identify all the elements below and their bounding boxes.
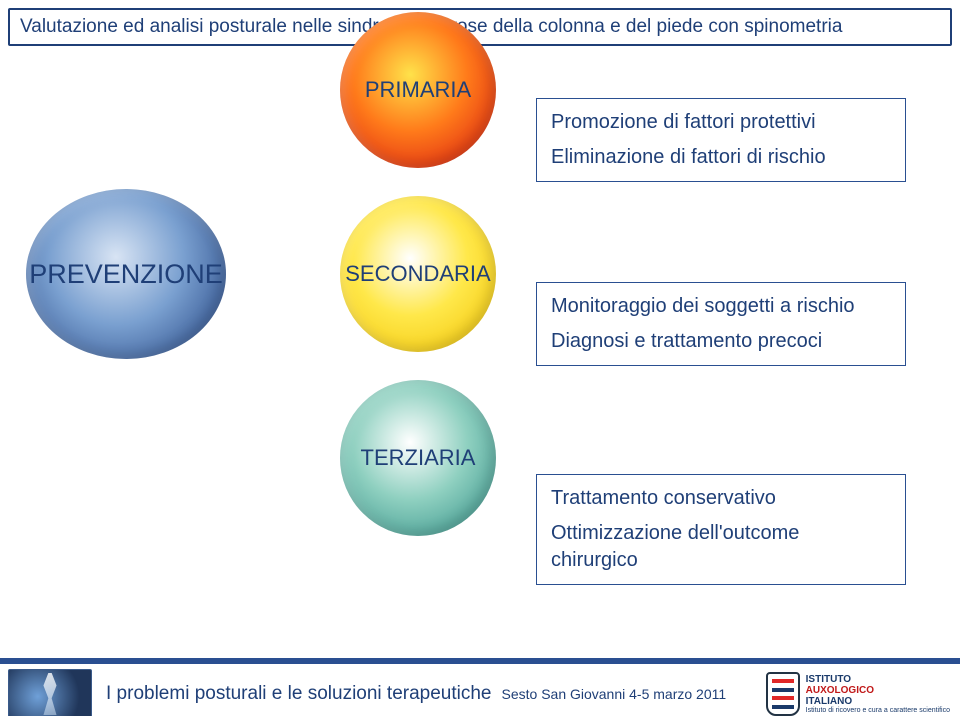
footer-divider: [0, 658, 960, 664]
circle-terziaria: TERZIARIA: [340, 380, 496, 536]
logo-line2: AUXOLOGICO: [806, 685, 950, 696]
logo-mark-icon: [766, 672, 800, 716]
logo-line3: ITALIANO: [806, 696, 950, 707]
prevenzione-label: PREVENZIONE: [29, 259, 223, 290]
box-primaria: Promozione di fattori protettivi Elimina…: [536, 98, 906, 182]
title-bar: Valutazione ed analisi posturale nelle s…: [8, 8, 952, 46]
box-primaria-line1: Promozione di fattori protettivi: [551, 109, 891, 136]
box-terziaria-line1: Trattamento conservativo: [551, 485, 891, 512]
prevenzione-label-wrap: PREVENZIONE: [26, 189, 226, 359]
footer-content: I problemi posturali e le soluzioni tera…: [0, 666, 960, 716]
box-secondaria-line1: Monitoraggio dei soggetti a rischio: [551, 293, 891, 320]
logo-line1: ISTITUTO: [806, 674, 950, 685]
circle-terziaria-label: TERZIARIA: [361, 445, 476, 471]
box-secondaria-line2: Diagnosi e trattamento precoci: [551, 328, 891, 355]
circle-primaria-label: PRIMARIA: [365, 77, 471, 103]
diagram-area: PRIMARIA Promozione di fattori protettiv…: [0, 66, 960, 658]
box-primaria-line2: Eliminazione di fattori di rischio: [551, 144, 891, 171]
box-terziaria: Trattamento conservativo Ottimizzazione …: [536, 474, 906, 585]
footer-subtitle: Sesto San Giovanni 4-5 marzo 2011: [502, 686, 727, 702]
footer-logo: ISTITUTO AUXOLOGICO ITALIANO Istituto di…: [766, 672, 950, 716]
spine-icon: [34, 673, 67, 715]
circle-primaria: PRIMARIA: [340, 12, 496, 168]
slide: Valutazione ed analisi posturale nelle s…: [0, 8, 960, 716]
footer-title: I problemi posturali e le soluzioni tera…: [106, 683, 492, 705]
circle-prevenzione: PREVENZIONE: [26, 189, 226, 359]
circle-secondaria-label: SECONDARIA: [345, 261, 490, 287]
circle-secondaria: SECONDARIA: [340, 196, 496, 352]
slide-title: Valutazione ed analisi posturale nelle s…: [20, 16, 940, 38]
box-secondaria: Monitoraggio dei soggetti a rischio Diag…: [536, 282, 906, 366]
logo-text: ISTITUTO AUXOLOGICO ITALIANO Istituto di…: [806, 674, 950, 715]
box-terziaria-line2: Ottimizzazione dell'outcome chirurgico: [551, 520, 891, 574]
logo-sub: Istituto di ricovero e cura a carattere …: [806, 707, 950, 715]
footer: I problemi posturali e le soluzioni tera…: [0, 658, 960, 716]
footer-thumbnail: [8, 669, 92, 716]
